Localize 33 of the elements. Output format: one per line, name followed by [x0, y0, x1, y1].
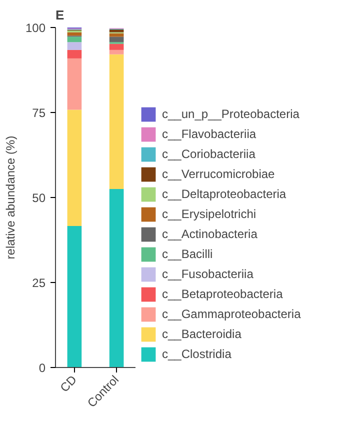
legend-label: c__Bacilli [162, 247, 213, 261]
bar [67, 226, 82, 368]
legend-label: c__Clostridia [162, 347, 232, 361]
bar [67, 50, 82, 58]
bar [109, 50, 124, 54]
y-tick-label: 100 [25, 21, 46, 35]
legend-label: c__Deltaproteobacteria [162, 187, 286, 201]
chart-title: E [56, 8, 64, 22]
bar [67, 42, 82, 50]
bar [67, 110, 82, 226]
y-axis-title: relative abundance (%) [3, 136, 18, 260]
legend-label: c__Gammaproteobacteria [162, 307, 301, 321]
legend-label: c__Verrucomicrobiae [162, 167, 275, 181]
bar [109, 189, 124, 368]
legend-label: c__Fusobacteriia [162, 267, 254, 281]
y-tick-label: 75 [32, 106, 46, 120]
bar [109, 44, 124, 50]
bar [109, 30, 124, 32]
x-tick-label: CD [57, 372, 80, 395]
legend-label: c__Bacteroidia [162, 327, 242, 341]
y-tick-label: 25 [32, 276, 46, 290]
legend-label: c__Coriobacteriia [162, 147, 256, 161]
y-tick-label: 50 [32, 191, 46, 205]
bar [67, 58, 82, 110]
legend-label: c__Erysipelotrichi [162, 207, 256, 221]
legend-label: c__un_p__Proteobacteria [162, 107, 300, 121]
y-tick-label: 0 [38, 361, 46, 375]
bar [109, 36, 124, 42]
legend-label: c__Betaproteobacteria [162, 287, 283, 301]
legend-label: c__Flavobacteriia [162, 127, 256, 141]
bar [109, 54, 124, 189]
bar [67, 36, 82, 42]
legend-label: c__Actinobacteria [162, 227, 258, 241]
